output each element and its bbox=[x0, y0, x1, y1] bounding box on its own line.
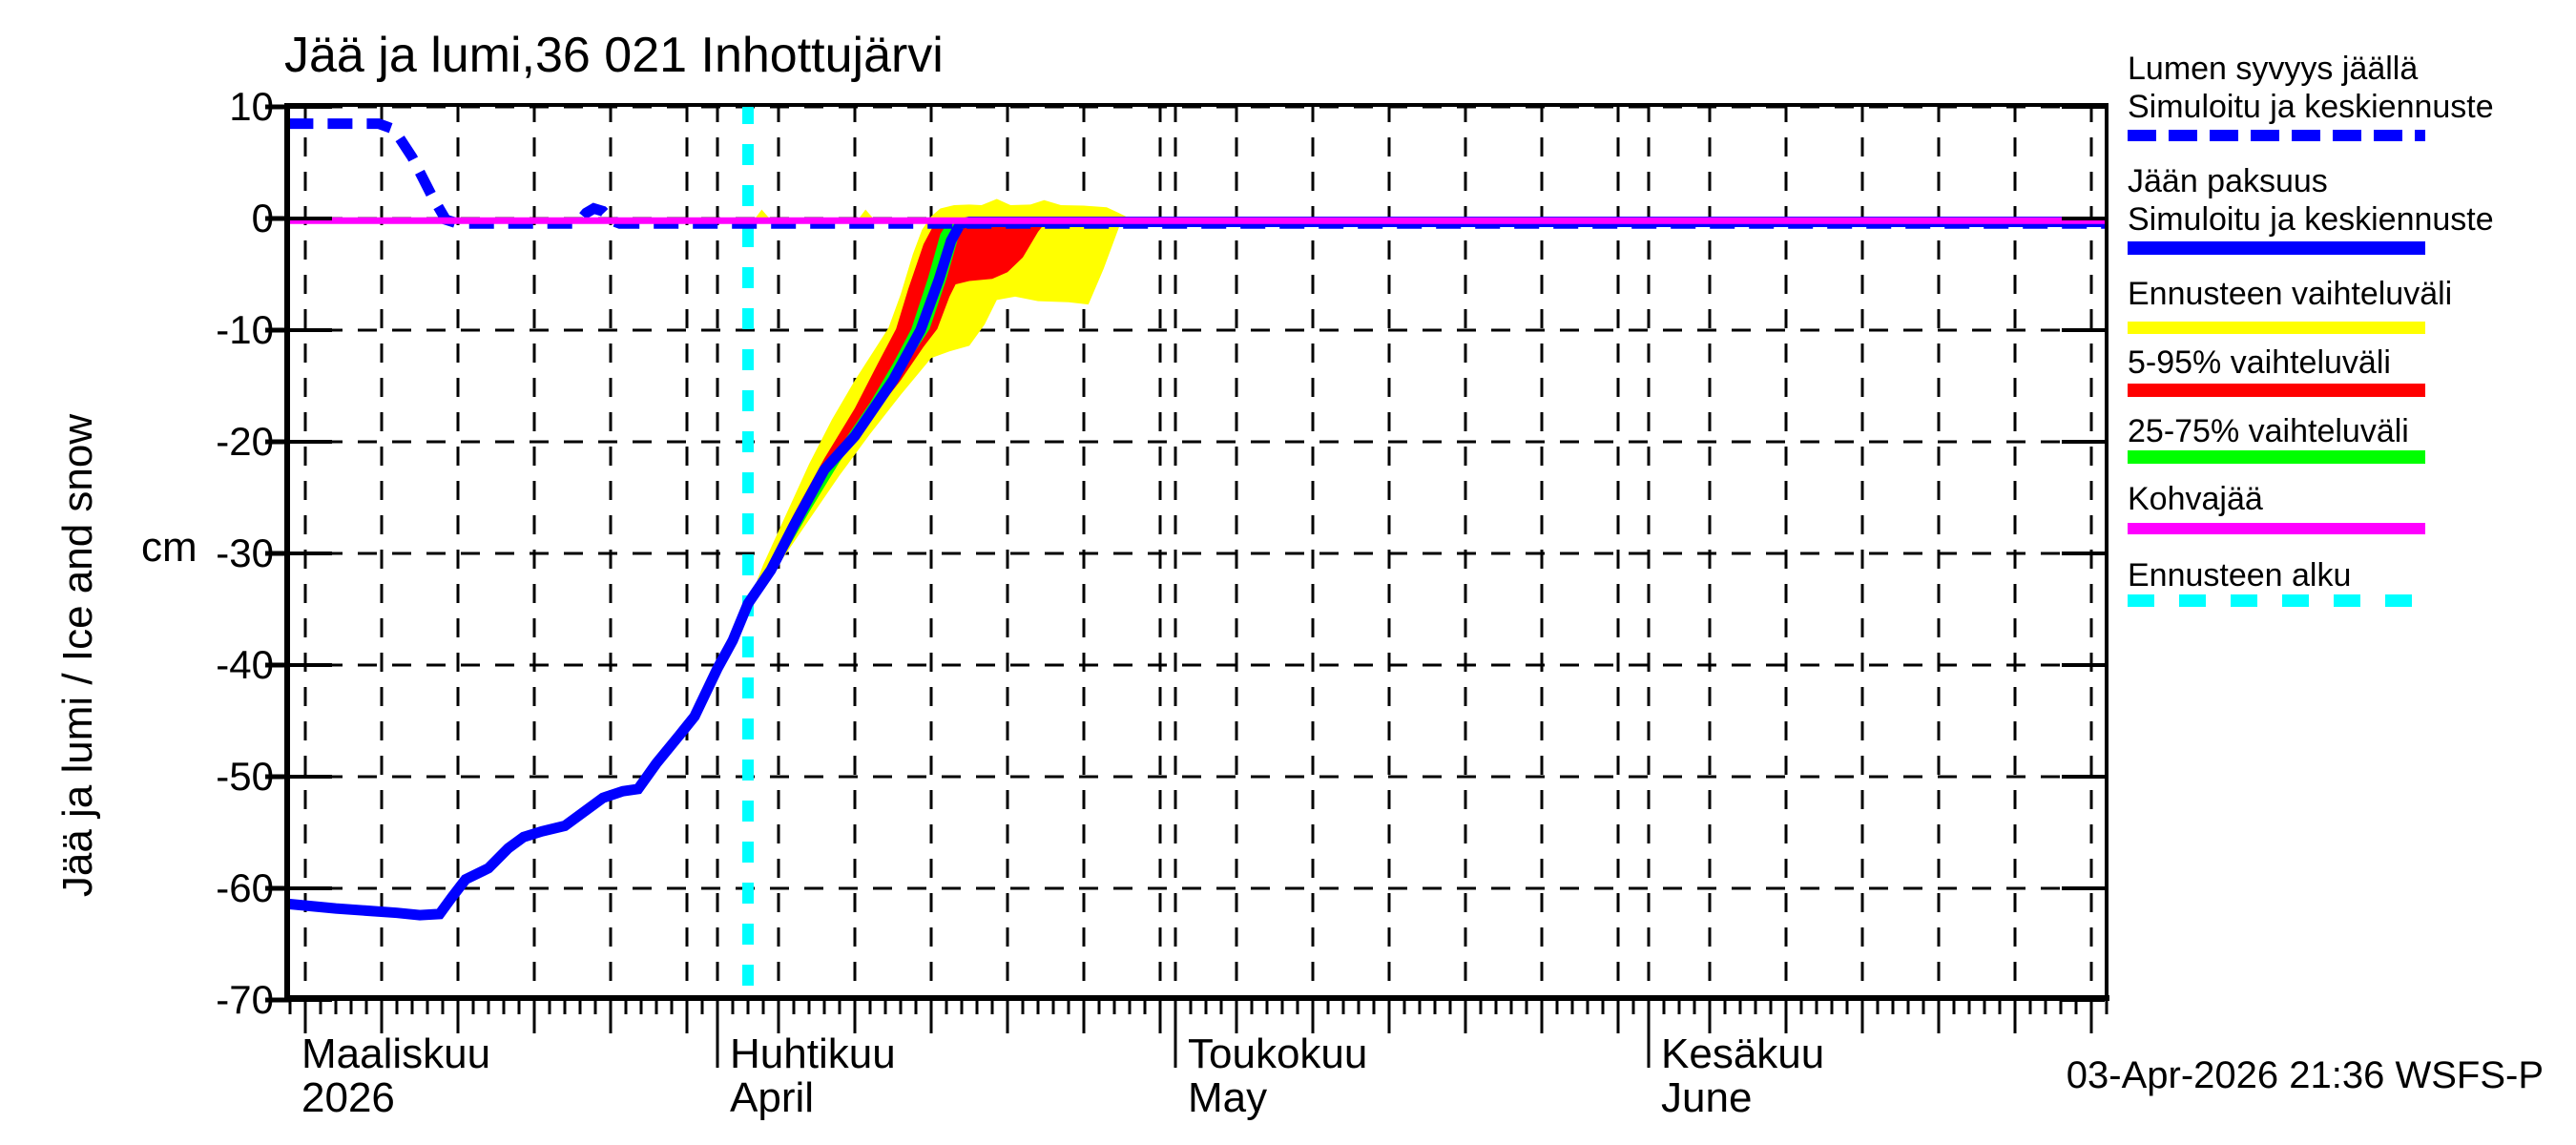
month-name: Huhtikuu bbox=[730, 1030, 896, 1077]
legend-label: Simuloitu ja keskiennuste bbox=[2128, 201, 2494, 238]
legend-label: Ennusteen alku bbox=[2128, 557, 2352, 593]
x-month-label: Toukokuu May bbox=[1188, 1032, 1367, 1120]
legend-entry-forecast-range: Ennusteen vaihteluväli bbox=[2128, 275, 2576, 342]
y-tick-label: -60 bbox=[216, 865, 274, 910]
y-axis-label: Jää ja lumi / Ice and snow bbox=[54, 413, 101, 898]
y-tick-label: 0 bbox=[251, 196, 274, 240]
legend-label: Kohvajää bbox=[2128, 481, 2263, 517]
y-tick-label: -70 bbox=[216, 977, 274, 1022]
month-name: Kesäkuu bbox=[1661, 1030, 1825, 1077]
x-month-label: Kesäkuu June bbox=[1661, 1032, 1824, 1120]
legend-label: Ennusteen vaihteluväli bbox=[2128, 276, 2453, 312]
legend-line-sample bbox=[2128, 322, 2425, 334]
legend-label: 25-75% vaihteluväli bbox=[2128, 413, 2409, 449]
month-sublabel: May bbox=[1188, 1074, 1268, 1121]
y-tick-label: -10 bbox=[216, 307, 274, 352]
month-sublabel: 2026 bbox=[301, 1074, 395, 1121]
legend-entry-forecast-start: Ennusteen alku bbox=[2128, 556, 2576, 623]
y-tick-label: -20 bbox=[216, 419, 274, 464]
legend-entry-25-75-range: 25-75% vaihteluväli bbox=[2128, 412, 2576, 479]
legend-line-sample bbox=[2128, 130, 2425, 141]
legend-entry-5-95-range: 5-95% vaihteluväli bbox=[2128, 344, 2576, 410]
y-tick-label: -50 bbox=[216, 754, 274, 799]
y-axis-unit: cm bbox=[141, 524, 197, 571]
legend-label: Jään paksuus bbox=[2128, 163, 2328, 199]
y-tick-label: 10 bbox=[229, 84, 274, 129]
legend-entry-kohvajaa: Kohvajää bbox=[2128, 480, 2576, 547]
timestamp: 03-Apr-2026 21:36 WSFS-P bbox=[2066, 1054, 2544, 1096]
legend-line-sample bbox=[2128, 523, 2425, 534]
legend-label: Simuloitu ja keskiennuste bbox=[2128, 89, 2494, 125]
legend-label: Lumen syvyys jäällä bbox=[2128, 51, 2419, 87]
month-sublabel: June bbox=[1661, 1074, 1753, 1121]
legend-line-sample bbox=[2128, 594, 2425, 607]
month-sublabel: April bbox=[730, 1074, 815, 1121]
y-tick-label: -40 bbox=[216, 642, 274, 687]
legend-line-sample bbox=[2128, 450, 2425, 464]
y-tick-label: -30 bbox=[216, 531, 274, 575]
month-name: Toukokuu bbox=[1188, 1030, 1368, 1077]
legend-entry-snow-depth: Lumen syvyys jäällä Simuloitu ja keskien… bbox=[2128, 50, 2576, 141]
legend-entry-ice-thickness: Jään paksuus Simuloitu ja keskiennuste bbox=[2128, 162, 2576, 267]
chart-title: Jää ja lumi,36 021 Inhottujärvi bbox=[284, 28, 944, 83]
month-name: Maaliskuu bbox=[301, 1030, 491, 1077]
legend-line-sample bbox=[2128, 384, 2425, 397]
legend-label: 5-95% vaihteluväli bbox=[2128, 344, 2391, 381]
x-month-label: Maaliskuu 2026 bbox=[301, 1032, 490, 1120]
legend-line-sample bbox=[2128, 241, 2425, 255]
x-month-label: Huhtikuu April bbox=[730, 1032, 896, 1120]
